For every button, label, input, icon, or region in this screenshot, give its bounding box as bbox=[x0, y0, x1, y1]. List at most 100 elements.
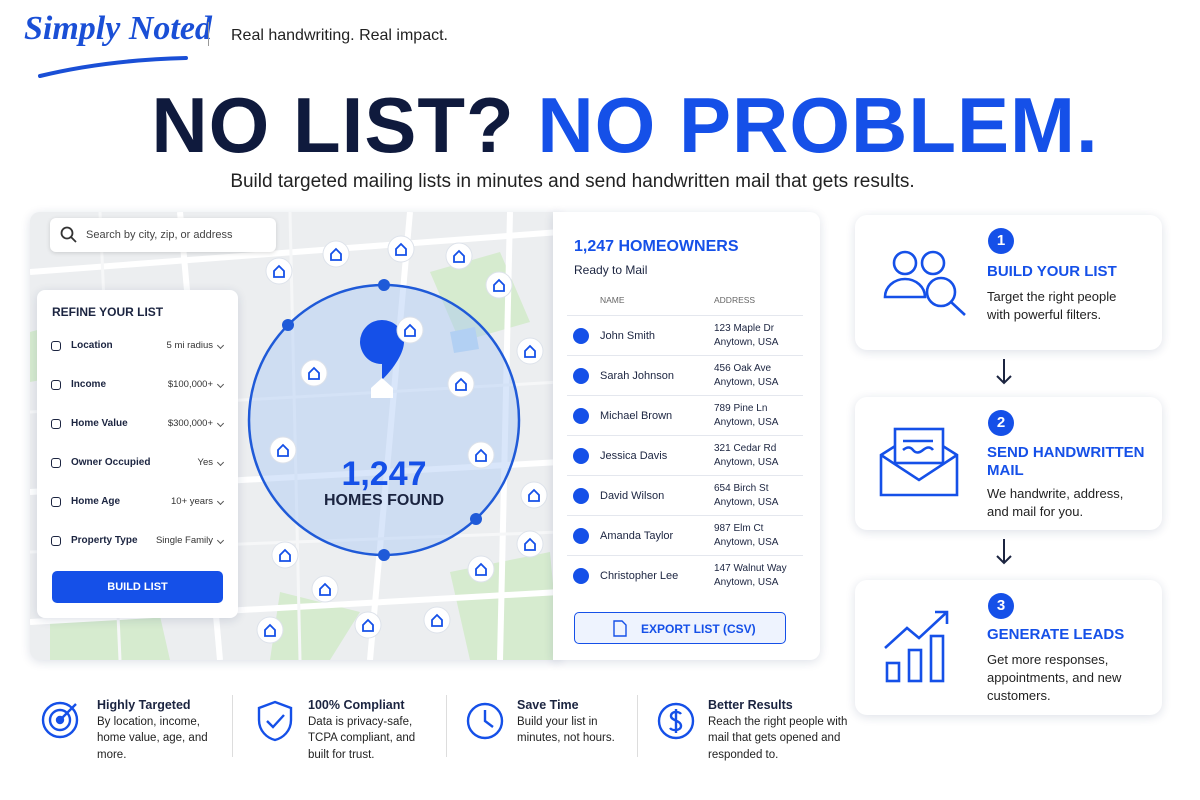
table-row: Sarah Johnson 456 Oak Ave Anytown, USA bbox=[567, 355, 803, 395]
title-part: NO PROBLEM. bbox=[537, 81, 1099, 169]
step-text: Get more responses, appointments, and ne… bbox=[987, 652, 1122, 703]
step-number: 3 bbox=[988, 593, 1014, 619]
growth-icon bbox=[884, 610, 949, 683]
arrow bbox=[996, 539, 1012, 565]
name-cell: John Smith bbox=[600, 330, 656, 342]
step-card: 2 SEND HANDWRITTEN MAIL We handwrite, ad… bbox=[855, 397, 1162, 530]
chevron bbox=[216, 419, 225, 428]
address-line: 456 Oak Ave bbox=[714, 363, 772, 374]
house-marker[interactable] bbox=[265, 257, 293, 285]
house-marker[interactable] bbox=[467, 441, 495, 469]
house-marker[interactable] bbox=[485, 271, 513, 299]
export-button[interactable]: EXPORT LIST (CSV) bbox=[574, 612, 786, 644]
step-title: BUILD YOUR LIST bbox=[987, 263, 1117, 280]
feature-text: By location, income, home value, age, an… bbox=[97, 715, 208, 761]
address-line: Anytown, USA bbox=[714, 337, 779, 348]
table-row: Christopher Lee 147 Walnut Way Anytown, US… bbox=[567, 555, 803, 595]
filter-label: Property Type bbox=[71, 535, 138, 546]
envelope-icon bbox=[879, 427, 959, 497]
shield-icon bbox=[257, 700, 293, 742]
filters-title: REFINE YOUR LIST bbox=[52, 305, 164, 319]
house-marker[interactable] bbox=[387, 235, 415, 263]
build-list-button[interactable]: BUILD LIST bbox=[52, 571, 223, 603]
divider bbox=[208, 22, 209, 46]
check-icon bbox=[573, 408, 589, 424]
address-line: Anytown, USA bbox=[714, 417, 779, 428]
feature: Save Time Build your list in minutes, not… bbox=[517, 697, 627, 747]
title-part: NO LIST? bbox=[151, 81, 515, 169]
filter-row: Owner Occupied Yes bbox=[51, 457, 225, 468]
house-marker[interactable] bbox=[467, 555, 495, 583]
table-row: Amanda Taylor 987 Elm Ct Anytown, USA bbox=[567, 515, 803, 555]
house-marker[interactable] bbox=[447, 370, 475, 398]
list-subtitle: Ready to Mail bbox=[574, 263, 648, 277]
clock-icon bbox=[466, 702, 504, 740]
filter-label: Income bbox=[71, 379, 107, 390]
feature: Better Results Reach the right people wit… bbox=[708, 697, 853, 763]
house-marker[interactable] bbox=[516, 337, 544, 365]
column-header: ADDRESS bbox=[714, 295, 756, 305]
house-marker[interactable] bbox=[423, 606, 451, 634]
name-cell: Christopher Lee bbox=[600, 570, 679, 582]
table-row: David Wilson 654 Birch St Anytown, USA bbox=[567, 475, 803, 515]
feature-title: Highly Targeted bbox=[97, 698, 191, 712]
check-icon bbox=[573, 368, 589, 384]
feature-text: Reach the right people with mail that ge… bbox=[708, 715, 848, 761]
name-cell: Sarah Johnson bbox=[600, 370, 674, 382]
chevron bbox=[216, 380, 225, 389]
house-marker[interactable] bbox=[300, 359, 328, 387]
check-icon bbox=[573, 568, 589, 584]
filter-row: Property Type Single Family bbox=[51, 535, 225, 546]
feature: Highly Targeted By location, income, home… bbox=[97, 697, 217, 763]
house-marker[interactable] bbox=[516, 530, 544, 558]
house-marker[interactable] bbox=[269, 436, 297, 464]
step-text: We handwrite, address, and mail for you. bbox=[987, 486, 1124, 519]
filter-row: Home Age 10+ years bbox=[51, 496, 225, 507]
homes-count: 1,247 bbox=[341, 455, 427, 493]
step-number: 1 bbox=[988, 228, 1014, 254]
address-line: Anytown, USA bbox=[714, 377, 779, 388]
address-line: 789 Pine Ln bbox=[714, 403, 768, 414]
step-number: 2 bbox=[988, 410, 1014, 436]
filter-label: Location bbox=[71, 340, 113, 351]
column-header: NAME bbox=[600, 295, 625, 305]
chevron bbox=[216, 536, 225, 545]
step-card: 3 GENERATE LEADS Get more responses, app… bbox=[855, 580, 1162, 715]
filter-icon bbox=[51, 418, 61, 429]
house-marker[interactable] bbox=[354, 611, 382, 639]
table-row: Michael Brown 789 Pine Ln Anytown, USA bbox=[567, 395, 803, 435]
hero-subtitle: Build targeted mailing lists in minutes … bbox=[230, 171, 915, 192]
filter-icon bbox=[51, 340, 61, 351]
address-line: 654 Birch St bbox=[714, 483, 769, 494]
dollar-icon bbox=[657, 702, 695, 740]
feature-title: 100% Compliant bbox=[308, 698, 405, 712]
filter-row: Income $100,000+ bbox=[51, 379, 225, 390]
filter-value: Single Family bbox=[155, 535, 213, 546]
house-marker[interactable] bbox=[322, 240, 350, 268]
house-marker[interactable] bbox=[271, 541, 299, 569]
feature: 100% Compliant Data is privacy-safe, TCPA… bbox=[308, 697, 428, 763]
step-text: Target the right people with powerful fi… bbox=[987, 289, 1117, 322]
separator bbox=[232, 695, 233, 757]
filter-icon bbox=[51, 496, 61, 507]
address-line: 321 Cedar Rd bbox=[714, 443, 777, 454]
name-cell: Michael Brown bbox=[600, 410, 673, 422]
step-title: GENERATE LEADS bbox=[987, 626, 1125, 643]
house-marker[interactable] bbox=[445, 242, 473, 270]
filter-value: 10+ years bbox=[171, 496, 213, 507]
filter-icon bbox=[51, 457, 61, 468]
name-cell: Jessica Davis bbox=[600, 450, 668, 462]
filter-row: Home Value $300,000+ bbox=[51, 418, 225, 429]
house-marker[interactable] bbox=[256, 616, 284, 644]
chevron bbox=[216, 341, 225, 350]
name-cell: Amanda Taylor bbox=[600, 530, 674, 542]
search-box[interactable]: Search by city, zip, or address bbox=[50, 218, 276, 252]
logo-swash bbox=[38, 56, 188, 78]
house-marker[interactable] bbox=[520, 481, 548, 509]
table-row: John Smith 123 Maple Dr Anytown, USA bbox=[567, 315, 803, 355]
house-marker[interactable] bbox=[311, 575, 339, 603]
logo[interactable]: Simply Noted bbox=[24, 10, 212, 47]
house-marker[interactable] bbox=[396, 316, 424, 344]
filter-value: $300,000+ bbox=[167, 418, 213, 429]
check-icon bbox=[573, 448, 589, 464]
